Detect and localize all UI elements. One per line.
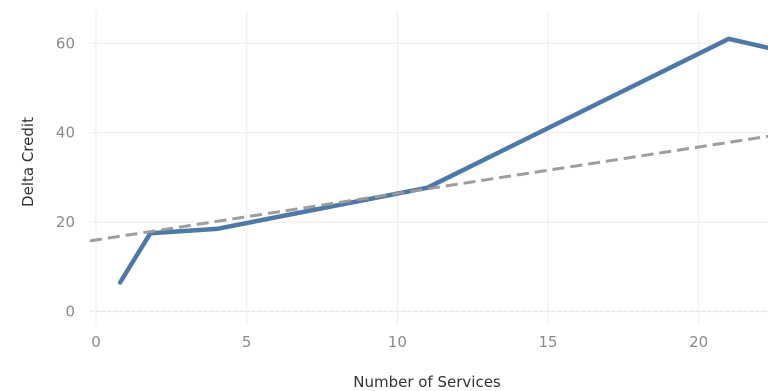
trend-line bbox=[89, 134, 768, 243]
y-tick-label: 60 bbox=[56, 34, 75, 52]
data-line bbox=[117, 36, 768, 285]
x-tick-label: 0 bbox=[91, 333, 101, 351]
y-tick-label: 40 bbox=[56, 124, 75, 142]
x-tick-label: 15 bbox=[538, 333, 557, 351]
x-axis-title: Number of Services bbox=[353, 373, 501, 391]
x-tick-label: 20 bbox=[689, 333, 708, 351]
x-tick-label: 5 bbox=[242, 333, 252, 351]
y-tick-label: 20 bbox=[56, 213, 75, 231]
y-axis-title: Delta Credit bbox=[19, 117, 37, 207]
x-tick-label: 10 bbox=[388, 333, 407, 351]
grid bbox=[90, 12, 768, 325]
series-group bbox=[89, 36, 768, 285]
tick-labels: 0 5 10 15 20 0 20 40 60 bbox=[56, 34, 708, 351]
y-tick-label: 0 bbox=[65, 303, 75, 321]
